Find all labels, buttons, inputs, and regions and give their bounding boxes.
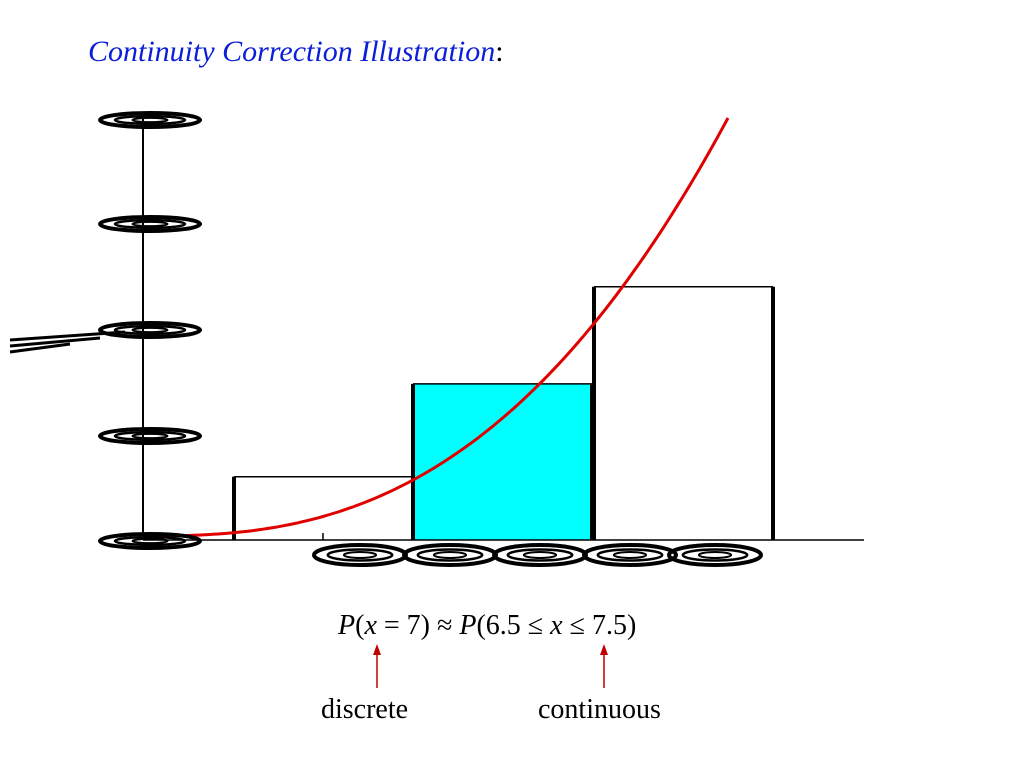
continuous-label: continuous: [538, 694, 661, 725]
title-colon: :: [495, 35, 504, 68]
y-tick-label-blob: [98, 111, 202, 129]
title-text: Continuity Correction Illustration: [88, 35, 496, 68]
formula-rhs-x: x: [550, 610, 563, 641]
garbled-tick-labels: [9, 111, 763, 567]
y-axis-label-blob: [9, 330, 126, 354]
formula-lhs-x: x: [364, 610, 377, 641]
discrete-arrowhead: [373, 644, 381, 655]
formula-rhs-rest: ≤ 7.5): [562, 610, 637, 641]
y-tick-label-blob: [98, 532, 202, 550]
x-tick-label-blob: [312, 543, 408, 567]
probability-formula: P(x = 7) ≈ P(6.5 ≤ x ≤ 7.5): [338, 608, 636, 644]
formula-lhs-rest: = 7) ≈: [376, 610, 460, 641]
x-tick-label-blob: [667, 543, 763, 567]
bars-layer: [232, 286, 775, 540]
histogram-bar: [413, 383, 592, 540]
x-tick-label-blob: [582, 543, 678, 567]
normal-curve: [143, 117, 730, 538]
formula-rhs-p: P: [459, 610, 477, 641]
y-tick-label-blob: [98, 427, 202, 445]
formula-lhs-p: P: [338, 610, 356, 641]
x-tick-label-blob: [402, 543, 498, 567]
y-tick-label-blob: [98, 215, 202, 233]
formula-rhs-open: (6.5 ≤: [476, 610, 551, 641]
continuous-arrowhead: [600, 644, 608, 655]
discrete-label: discrete: [321, 694, 409, 725]
y-tick-label-blob: [98, 321, 202, 339]
formula-lhs-open: (: [355, 610, 365, 641]
histogram-bar: [594, 286, 773, 540]
slide-title: Continuity Correction Illustration:: [88, 32, 504, 72]
x-tick-label-blob: [492, 543, 588, 567]
